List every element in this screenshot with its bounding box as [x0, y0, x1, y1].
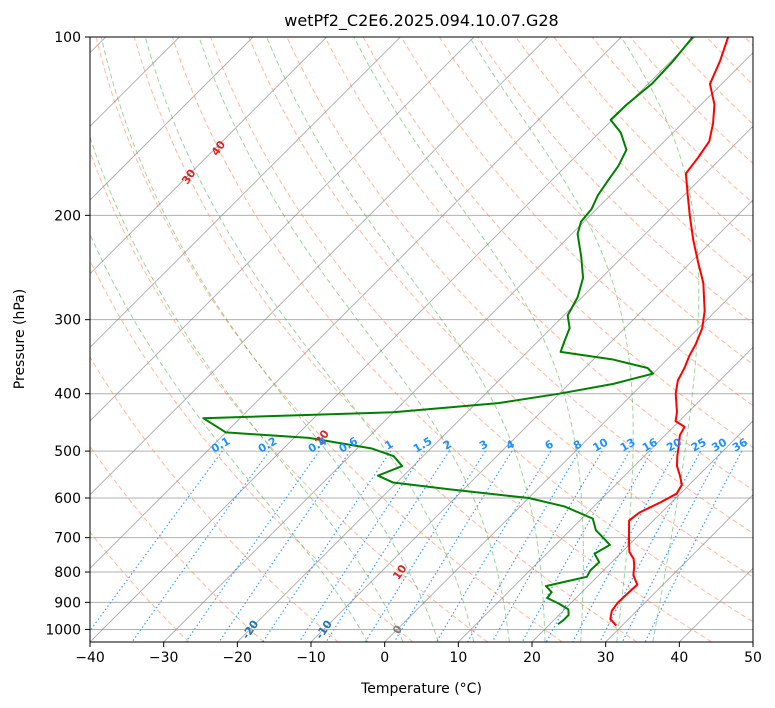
- dry-adiabat-line: [439, 37, 753, 366]
- isotherm-line: [457, 346, 753, 642]
- moist-adiabat-line: [353, 37, 584, 642]
- isotherm-line: [90, 37, 475, 422]
- dry-adiabat-line: [90, 531, 190, 642]
- isotherm-line: [90, 37, 401, 349]
- y-axis-label: Pressure (hPa): [12, 289, 28, 389]
- isotherm-line: [236, 125, 753, 642]
- isotherm-line: [605, 493, 753, 642]
- y-tick-label: 300: [54, 313, 81, 329]
- isotherm-line: [90, 37, 254, 201]
- x-tick-label: 30: [597, 650, 615, 666]
- x-tick-label: 40: [670, 650, 688, 666]
- dry-adiabat-line: [515, 37, 753, 284]
- isotherm-line: [384, 272, 753, 642]
- y-tick-label: 700: [54, 531, 81, 547]
- dry-adiabat-line: [90, 150, 488, 642]
- axis-ticks: −40 −30 −20 −10 0 10 20 30 40 50 100 200 300 400 500 60…: [45, 30, 762, 666]
- mixing-ratio-line: [185, 450, 320, 642]
- y-tick-label: 600: [54, 491, 81, 507]
- mixing-ratio-line: [262, 450, 392, 642]
- x-axis-label: Temperature (°C): [360, 681, 482, 697]
- x-tick-label: −20: [223, 650, 253, 666]
- mixing-ratio-line: [621, 450, 722, 642]
- sounding-traces: [202, 37, 730, 627]
- y-tick-label: 1000: [45, 622, 81, 638]
- isotherm-line: [752, 641, 753, 642]
- isotherm-line: [163, 51, 753, 642]
- plot-grid: [90, 37, 753, 642]
- x-tick-label: 0: [380, 650, 389, 666]
- dry-adiabat-line: [90, 445, 264, 642]
- dry-adiabat-line: [324, 37, 753, 491]
- isotherm-line: [90, 37, 328, 275]
- mixing-ratio-line: [545, 450, 653, 642]
- moist-adiabat-line: [198, 37, 510, 642]
- isotherm-line: [90, 37, 549, 496]
- dry-adiabat-line: [133, 37, 638, 642]
- dry-adiabat-line: [90, 356, 339, 642]
- moist-adiabat-line: [90, 135, 404, 642]
- plot-background: [90, 37, 753, 642]
- dry-adiabat-line: [248, 37, 753, 578]
- isotherm-line: [531, 420, 753, 642]
- x-tick-label: 50: [744, 650, 762, 666]
- moist-adiabat-line: [90, 233, 369, 642]
- dewpoint-trace: [202, 37, 694, 626]
- dry-adiabat-line: [171, 37, 712, 642]
- moist-adiabat-line: [100, 37, 439, 642]
- mixing-ratio-line: [491, 450, 603, 642]
- x-tick-label: 10: [449, 650, 467, 666]
- moist-adiabat-line: [620, 37, 700, 642]
- moist-adiabat-line: [144, 37, 475, 642]
- mixing-ratio-line: [218, 450, 351, 642]
- x-tick-label: 20: [523, 650, 541, 666]
- dry-adiabat-line: [95, 37, 563, 642]
- plot-frame: [89, 36, 754, 643]
- y-tick-label: 900: [54, 595, 81, 611]
- mixing-ratio-line: [644, 450, 743, 642]
- mixing-ratio-line: [90, 450, 223, 632]
- y-tick-label: 200: [54, 208, 81, 224]
- dry-adiabat-line: [210, 37, 753, 623]
- y-tick-label: 800: [54, 565, 81, 581]
- x-tick-label: −10: [296, 650, 326, 666]
- chart-title: wetPf2_C2E6.2025.094.10.07.G28: [284, 11, 558, 31]
- mixing-ratio-line: [572, 450, 677, 642]
- temperature-trace: [609, 37, 730, 627]
- y-tick-label: 100: [54, 30, 81, 46]
- y-tick-label: 500: [54, 444, 81, 460]
- dry-adiabat-line: [400, 37, 753, 407]
- isotherm-line: [90, 37, 696, 642]
- x-tick-label: −30: [149, 650, 179, 666]
- mixing-ratio-line: [393, 450, 513, 642]
- mixing-ratio-line: [298, 450, 425, 642]
- mixing-ratio-line: [521, 450, 631, 642]
- moist-adiabat-line: [266, 37, 546, 642]
- dry-adiabat-line: [90, 259, 414, 642]
- x-tick-label: −40: [75, 650, 105, 666]
- y-tick-label: 400: [54, 387, 81, 403]
- isotherm-line: [90, 37, 622, 570]
